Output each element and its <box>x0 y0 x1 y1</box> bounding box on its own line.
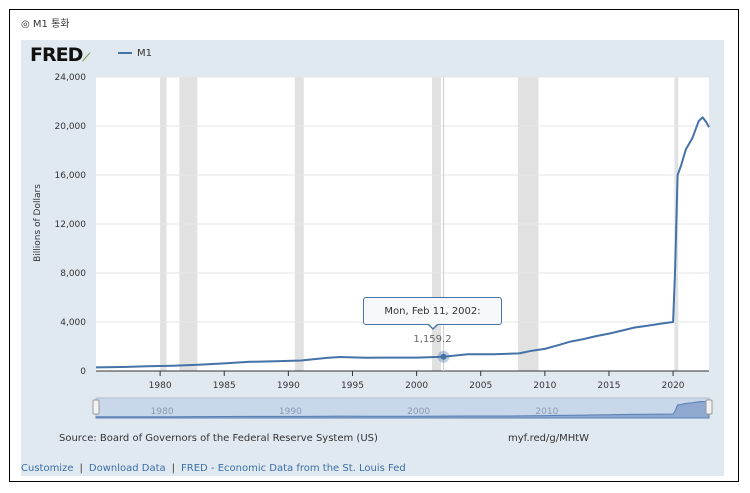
fred-logo-text: FRED <box>30 44 83 66</box>
fred-logo-graph-icon: ⟋ <box>82 51 91 64</box>
fred-logo[interactable]: FRED⟋ <box>30 44 90 66</box>
y-axis-label: Billions of Dollars <box>33 184 43 262</box>
screenshot-frame <box>9 9 739 482</box>
y-tick-label: 8,000 <box>60 269 86 279</box>
legend-label: M1 <box>137 48 152 59</box>
y-tick-label: 24,000 <box>55 73 87 83</box>
x-tick-label: 1990 <box>277 381 300 391</box>
y-tick-label: 20,000 <box>55 122 87 132</box>
x-tick-label: 2005 <box>469 381 492 391</box>
x-tick-label: 1985 <box>213 381 236 391</box>
customize-link[interactable]: Customize <box>21 463 74 474</box>
fred-home-link[interactable]: FRED - Economic Data from the St. Louis … <box>181 463 406 474</box>
page-caption: ◎ M1 통화 <box>21 19 70 30</box>
y-tick-label: 0 <box>80 367 86 377</box>
x-tick-label: 2020 <box>662 381 685 391</box>
short-link[interactable]: myf.red/g/MHtW <box>508 433 590 444</box>
navigator-label: 2010 <box>535 407 558 417</box>
navigator-left-handle <box>92 399 100 415</box>
y-tick-label: 12,000 <box>55 220 87 230</box>
source-text: Source: Board of Governors of the Federa… <box>59 433 378 444</box>
download-data-link[interactable]: Download Data <box>88 463 166 474</box>
x-tick-label: 1980 <box>149 381 172 391</box>
footer-links: Customize | Download Data | FRED - Economic … <box>21 463 406 474</box>
navigator-right-handle <box>705 399 713 415</box>
footer-separator: | <box>79 463 83 474</box>
series-line-m1 <box>95 116 710 369</box>
tooltip: Mon, Feb 11, 2002: 1,159.2 <box>363 297 502 345</box>
navigator-label: 1990 <box>279 407 302 417</box>
x-tick-label: 2000 <box>405 381 428 391</box>
x-tick-label: 1995 <box>341 381 364 391</box>
x-tick-label: 2010 <box>533 381 556 391</box>
legend: M1 <box>118 48 152 59</box>
tooltip-arrow-inner <box>428 323 438 328</box>
navigator-series-area <box>95 400 710 419</box>
tooltip-value: 1,159.2 <box>413 334 452 345</box>
x-tick-label: 2015 <box>598 381 621 391</box>
y-tick-label: 16,000 <box>55 171 87 181</box>
legend-line-icon <box>118 52 132 54</box>
y-tick-label: 4,000 <box>60 318 86 328</box>
hover-marker <box>440 353 447 360</box>
tooltip-date: Mon, Feb 11, 2002 <box>384 306 478 317</box>
navigator-label: 2000 <box>407 407 430 417</box>
navigator-label: 1980 <box>151 407 174 417</box>
footer-separator: | <box>171 463 176 474</box>
